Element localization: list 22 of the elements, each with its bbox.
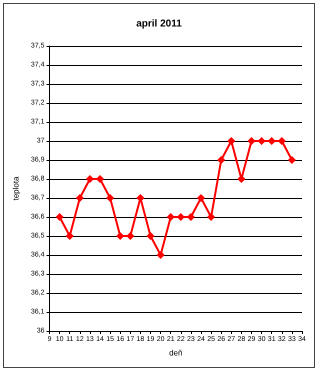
- point: [197, 194, 206, 202]
- point: [227, 137, 236, 145]
- point: [278, 137, 286, 145]
- point: [176, 213, 185, 221]
- point: [166, 213, 175, 221]
- point: [146, 232, 155, 240]
- point: [106, 194, 114, 202]
- point: [217, 156, 226, 164]
- y-axis-title: teplota: [12, 176, 20, 201]
- point: [126, 232, 134, 240]
- point: [207, 213, 216, 221]
- chart-title: april 2011: [136, 18, 182, 30]
- point: [56, 213, 64, 221]
- point: [156, 251, 165, 259]
- point: [288, 156, 296, 164]
- point: [116, 232, 124, 240]
- point: [96, 175, 104, 183]
- point: [86, 175, 94, 183]
- point: [268, 137, 276, 145]
- x-axis-title: deň: [169, 348, 182, 358]
- point: [76, 194, 84, 202]
- point: [66, 232, 74, 240]
